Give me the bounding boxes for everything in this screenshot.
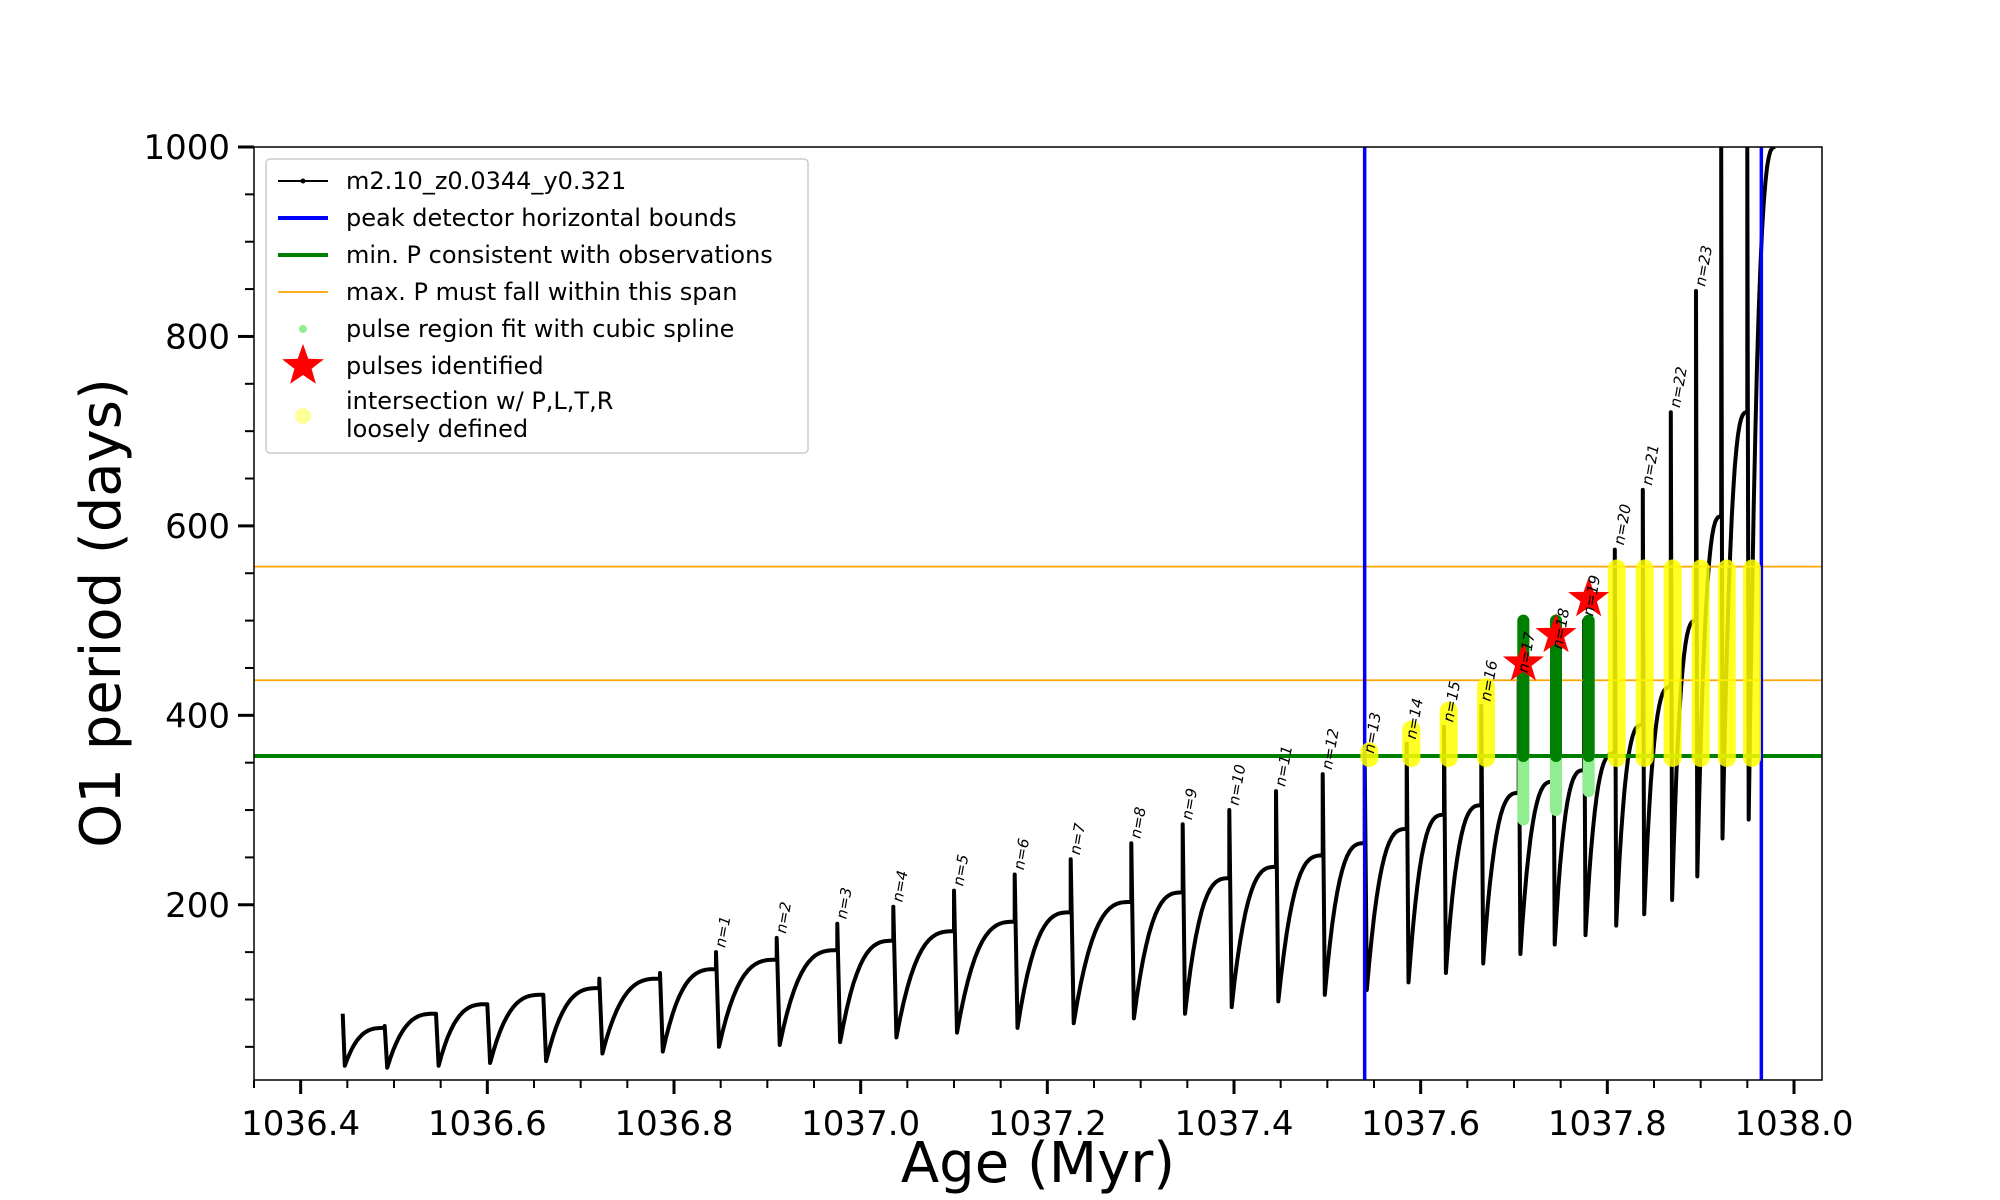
legend-label-6: intersection w/ P,L,T,R <box>346 387 613 415</box>
plot-area: n=1 n=2 n=3 n=4 n=5 n=6 n=7 n=8n=9 n=10 n=11 n=12 n… <box>254 147 1822 1080</box>
x-tick-label-8: 1038.0 <box>1735 1104 1854 1144</box>
pulse-star-2 <box>1535 613 1577 653</box>
legend-label-4: pulse region fit with cubic spline <box>346 315 734 343</box>
x-axis-label: Age (Myr) <box>901 1131 1175 1196</box>
y-tick-label-1: 400 <box>165 696 230 736</box>
legend-label-3: max. P must fall within this span <box>346 278 737 306</box>
pulse-label-14: n=8 <box>1127 806 1150 840</box>
pulse-label-15: n=9 <box>1178 787 1201 821</box>
pulse-label-7: n=1 <box>711 915 734 949</box>
legend-label-6-line2: loosely defined <box>346 415 528 443</box>
pulse-label-9: n=3 <box>833 886 856 920</box>
x-tick-label-5: 1037.4 <box>1175 1104 1294 1144</box>
y-tick-label-3: 800 <box>165 317 230 357</box>
legend-key-marker <box>300 178 306 184</box>
x-tick-label-1: 1036.6 <box>428 1104 547 1144</box>
x-tick-label-7: 1037.8 <box>1548 1104 1667 1144</box>
y-tick-label-0: 200 <box>165 886 230 926</box>
pulse-star-1 <box>1502 641 1544 681</box>
x-tick-label-0: 1036.4 <box>241 1104 360 1144</box>
y-axis-label: O1 period (days) <box>69 378 134 848</box>
legend-label-0: m2.10_z0.0344_y0.321 <box>346 167 626 195</box>
legend-box <box>265 158 809 454</box>
legend-key-dot <box>299 325 307 333</box>
axes-frame <box>253 146 1823 1081</box>
x-tick-label-6: 1037.6 <box>1361 1104 1480 1144</box>
pulse-label-12: n=6 <box>1010 837 1033 871</box>
pulse-label-13: n=7 <box>1066 821 1089 856</box>
legend-label-5: pulses identified <box>346 352 544 380</box>
series-line-m2.10 <box>340 147 1776 1070</box>
pulse-star-3 <box>1568 577 1610 617</box>
legend-label-2: min. P consistent with observations <box>346 241 773 269</box>
x-tick-label-2: 1036.8 <box>615 1104 734 1144</box>
pulse-label-10: n=4 <box>888 869 911 903</box>
pulse-label-11: n=5 <box>949 853 972 887</box>
x-tick-label-3: 1037.0 <box>801 1104 920 1144</box>
x-tick-label-4: 1037.2 <box>988 1104 1107 1144</box>
axes: 1036.4 1036.6 1036.8 1037.0 1037.2 1037.4 1037… <box>143 128 1853 1144</box>
y-tick-label-2: 600 <box>165 507 230 547</box>
legend-label-1: peak detector horizontal bounds <box>346 204 737 232</box>
legend-key-circle <box>295 408 311 424</box>
pulse-label-8: n=2 <box>772 900 795 934</box>
y-tick-label-4: 1000 <box>143 128 230 168</box>
legend-key-star <box>282 344 324 384</box>
